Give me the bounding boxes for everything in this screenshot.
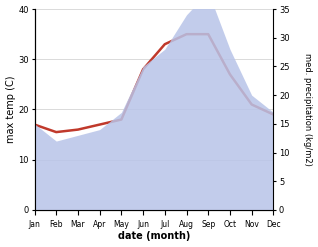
X-axis label: date (month): date (month) [118,231,190,242]
Y-axis label: max temp (C): max temp (C) [5,76,16,143]
Y-axis label: med. precipitation (kg/m2): med. precipitation (kg/m2) [303,53,313,166]
